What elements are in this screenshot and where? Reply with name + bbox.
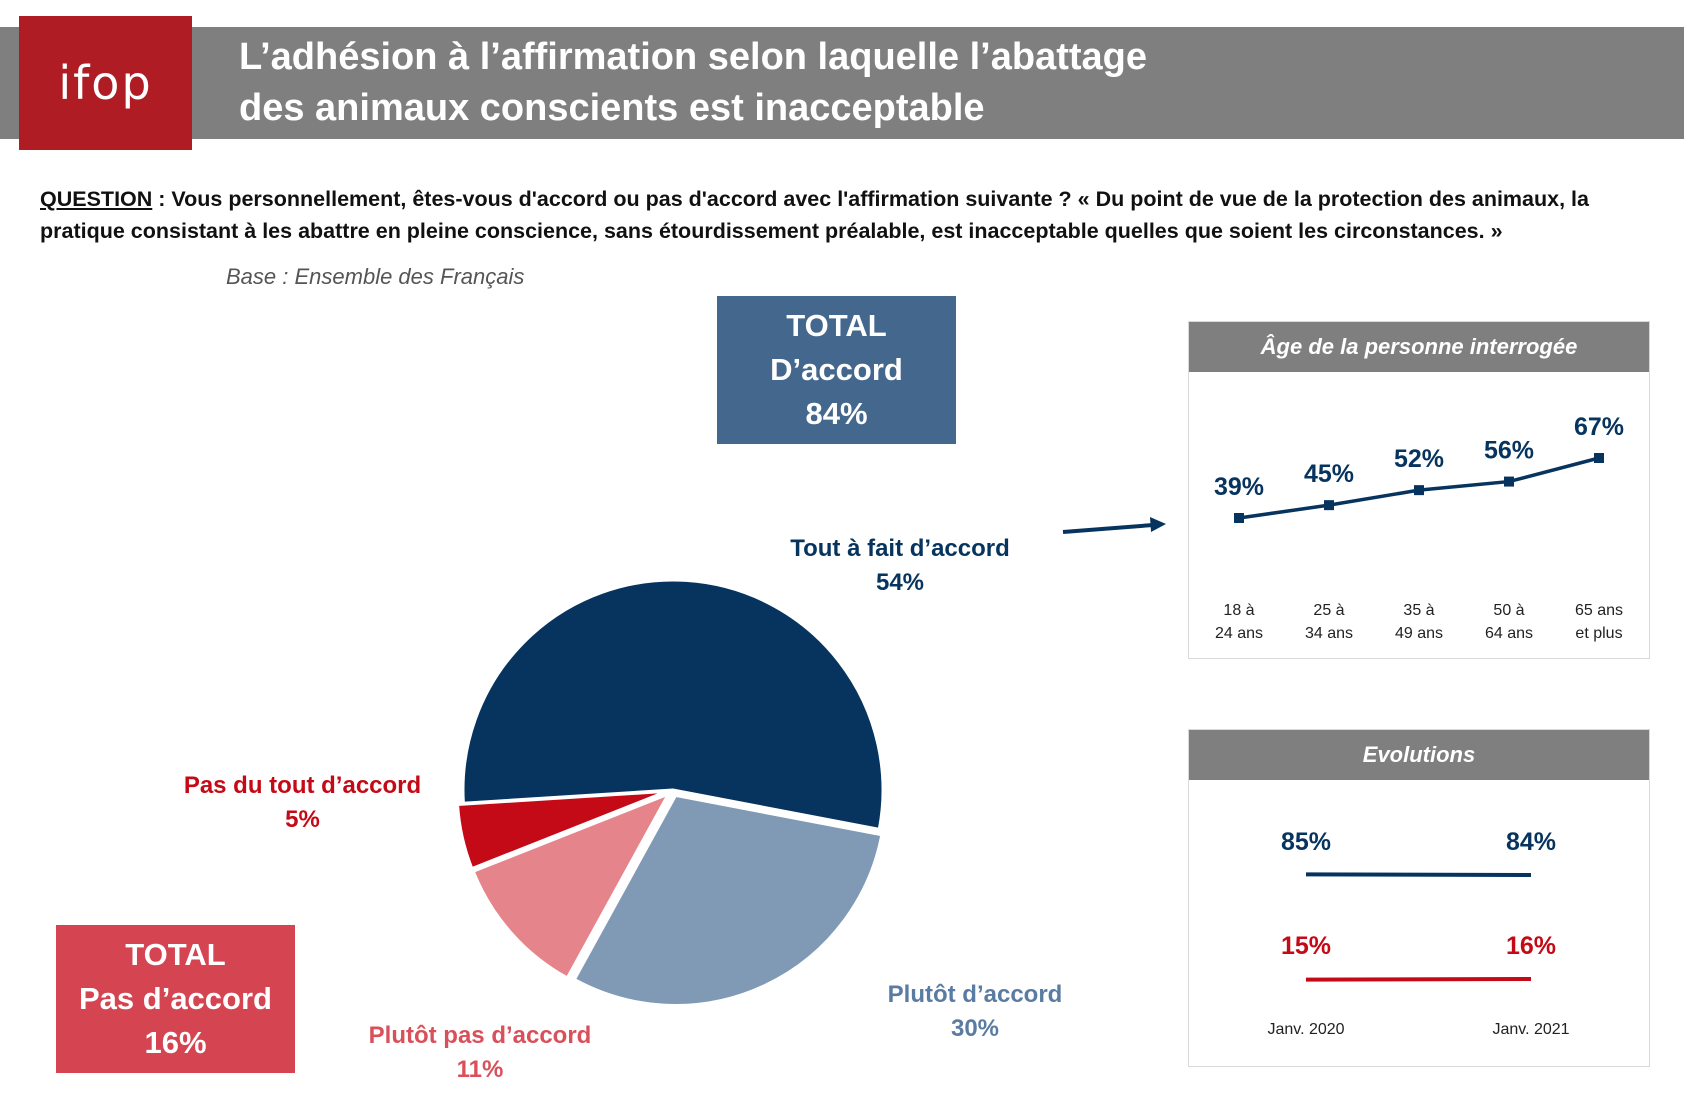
age-panel: Âge de la personne interrogée 39% 18 à 24 …	[1188, 321, 1650, 659]
evolution-series-line-1	[1305, 977, 1532, 982]
age-value-label-2: 52%	[1394, 445, 1444, 473]
age-category-label-3-0: 50 à	[1493, 602, 1524, 619]
question-label: QUESTION	[40, 187, 153, 211]
pie-label-plutot-pas-text: Plutôt pas d’accord	[368, 1022, 592, 1049]
age-category-label-2-1: 49 ans	[1395, 625, 1443, 642]
base-note: Base : Ensemble des Français	[226, 264, 525, 289]
total-agree-box: TOTAL D’accord 84%	[717, 296, 956, 444]
age-category-label-1-0: 25 à	[1313, 602, 1344, 619]
evolution-value-label-0-0: 85%	[1281, 828, 1331, 856]
question-text: QUESTION : Vous personnellement, êtes-vo…	[40, 183, 1670, 247]
pie-slice-tout-a-fait	[461, 578, 885, 832]
total-agree-line1: TOTAL	[786, 308, 887, 343]
age-category-label-4-0: 65 ans	[1575, 602, 1623, 619]
total-disagree-line1: TOTAL	[125, 937, 226, 972]
pie-slice-pas-du-tout	[455, 789, 668, 871]
age-value-label-4: 67%	[1574, 413, 1624, 441]
pie-slice-plutot	[572, 793, 884, 1007]
pie-label-tout-a-fait-text: Tout à fait d’accord	[790, 535, 1010, 562]
evolution-value-label-1-1: 16%	[1506, 932, 1556, 960]
pie-label-tout-a-fait-value: 54%	[875, 569, 925, 596]
ifop-logo: ifop	[19, 16, 192, 150]
age-point-4	[1594, 453, 1604, 463]
pie-label-pas-du-tout-value: 5%	[285, 806, 320, 833]
evolutions-line-chart: 85% 84% 15% 16% Janv. 2020 Janv. 2021	[1267, 828, 1569, 1038]
evolution-value-label-0-1: 84%	[1506, 828, 1556, 856]
total-disagree-box: TOTAL Pas d’accord 16%	[56, 925, 295, 1073]
evolution-value-label-1-0: 15%	[1281, 932, 1331, 960]
page-title: L’adhésion à l’affirmation selon laquell…	[239, 32, 1619, 134]
age-point-2	[1414, 485, 1424, 496]
age-category-label-3-1: 64 ans	[1485, 625, 1533, 642]
age-category-label-2-0: 35 à	[1403, 602, 1434, 619]
age-panel-title: Âge de la personne interrogée	[1189, 322, 1649, 372]
age-point-3	[1504, 476, 1514, 487]
title-line-2: des animaux conscients est inacceptable	[239, 87, 985, 129]
pie-label-plutot: Plutôt d’accord 30%	[850, 978, 1100, 1046]
age-value-label-1: 45%	[1304, 460, 1354, 488]
pie-label-plutot-value: 30%	[950, 1015, 1000, 1042]
age-value-label-0: 39%	[1214, 473, 1264, 501]
pie-label-plutot-pas: Plutôt pas d’accord 11%	[350, 1019, 610, 1087]
age-category-label-0-1: 24 ans	[1215, 625, 1263, 642]
total-agree-line2: D’accord	[770, 352, 903, 387]
age-point-1	[1324, 500, 1334, 511]
age-line-chart: 39% 18 à 24 ans 45% 25 à 34 ans 52% 35 à 49 ans 5…	[1214, 413, 1624, 642]
total-disagree-value: 16%	[144, 1025, 207, 1060]
total-agree-value: 84%	[805, 396, 868, 431]
evolutions-panel: Evolutions 85% 84% 15% 16% Janv. 2020 Janv. 2…	[1188, 729, 1650, 1067]
question-body: : Vous personnellement, êtes-vous d'acco…	[40, 187, 1589, 243]
pie-label-pas-du-tout-text: Pas du tout d’accord	[183, 772, 422, 799]
pie-label-tout-a-fait: Tout à fait d’accord 54%	[760, 532, 1040, 600]
age-category-label-4-1: et plus	[1575, 625, 1622, 642]
pie-label-pas-du-tout: Pas du tout d’accord 5%	[170, 769, 435, 837]
pie-slice-plutot-pas	[471, 791, 672, 981]
pie-label-plutot-pas-value: 11%	[456, 1056, 504, 1083]
title-line-1: L’adhésion à l’affirmation selon laquell…	[239, 36, 1147, 78]
evolutions-panel-title: Evolutions	[1189, 730, 1649, 780]
evolution-category-label-0: Janv. 2020	[1267, 1021, 1344, 1038]
age-category-label-1-1: 34 ans	[1305, 625, 1353, 642]
evolution-category-label-1: Janv. 2021	[1492, 1021, 1569, 1038]
header-bar	[0, 27, 1684, 139]
age-point-0	[1234, 513, 1244, 523]
evolution-series-line-0	[1305, 872, 1532, 877]
age-category-label-0-0: 18 à	[1223, 602, 1254, 619]
total-disagree-line2: Pas d’accord	[79, 981, 272, 1016]
age-value-label-3: 56%	[1484, 437, 1534, 465]
pie-label-plutot-text: Plutôt d’accord	[887, 981, 1063, 1008]
